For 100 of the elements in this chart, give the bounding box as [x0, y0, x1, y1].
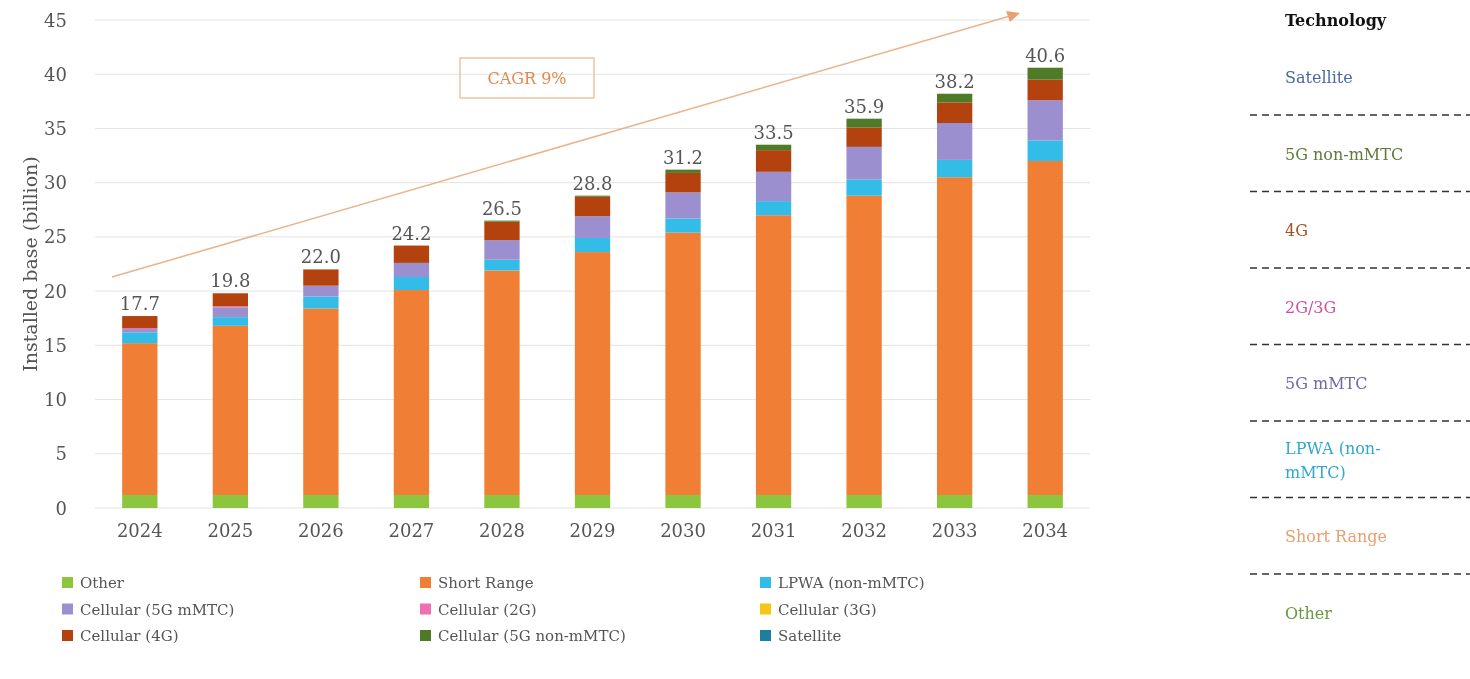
legend-label: Cellular (5G non-mMTC) — [438, 627, 626, 645]
bar — [846, 179, 882, 196]
bar — [212, 293, 249, 307]
bar — [755, 215, 792, 495]
y-tick-label: 40 — [44, 63, 67, 85]
bar — [846, 127, 882, 147]
bar — [936, 93, 973, 103]
bar — [484, 259, 520, 271]
legend-label: Cellular (4G) — [80, 627, 179, 645]
bar — [122, 343, 158, 495]
total-label: 24.2 — [391, 222, 432, 244]
bar — [846, 146, 882, 180]
bar — [212, 307, 249, 318]
bar — [574, 494, 611, 508]
bar — [936, 102, 973, 124]
bar — [665, 232, 701, 495]
bar — [393, 277, 430, 291]
legend-label: LPWA (non-mMTC) — [778, 574, 925, 592]
total-label: 22.0 — [300, 246, 341, 268]
x-tick-label: 2024 — [116, 519, 163, 541]
total-label: 33.5 — [753, 121, 794, 143]
bar — [1027, 160, 1063, 495]
x-tick-label: 2028 — [479, 519, 525, 541]
bar — [755, 494, 792, 508]
x-tick-label: 2026 — [297, 519, 344, 541]
y-tick-label: 10 — [44, 389, 67, 411]
bar — [393, 290, 430, 495]
legend-label: Cellular (3G) — [778, 600, 877, 619]
total-label: 28.8 — [572, 172, 613, 194]
y-tick-label: 35 — [44, 117, 67, 139]
bar — [665, 192, 701, 219]
x-tick-label: 2025 — [207, 519, 254, 541]
bar — [755, 144, 792, 151]
bar — [484, 494, 520, 508]
bar — [212, 494, 249, 508]
bar — [846, 494, 882, 508]
text: Short Range — [1285, 526, 1388, 546]
legend-label: Short Range — [438, 574, 534, 592]
bar — [1027, 67, 1063, 80]
bar — [393, 262, 430, 278]
text: 4G — [1285, 220, 1308, 240]
bar — [122, 494, 158, 508]
bar — [484, 240, 520, 260]
total-label: 26.5 — [481, 197, 522, 219]
y-tick-label: 20 — [44, 280, 67, 302]
bar — [212, 325, 249, 495]
bar — [484, 270, 520, 495]
text: Satellite — [1285, 67, 1353, 87]
total-label: 35.9 — [844, 95, 885, 117]
bar — [212, 317, 249, 326]
x-tick-label: 2030 — [660, 519, 706, 541]
bar — [665, 172, 701, 193]
text: 2G/3G — [1285, 297, 1337, 316]
x-tick-label: 2027 — [388, 519, 435, 541]
x-tick-label: 2033 — [931, 519, 978, 541]
y-tick-label: 5 — [55, 443, 67, 465]
bar — [122, 316, 158, 328]
bar — [755, 201, 792, 216]
total-label: 38.2 — [934, 70, 975, 92]
bar — [574, 216, 611, 238]
legend-label: Satellite — [778, 627, 842, 645]
bar — [393, 245, 430, 263]
bar — [574, 252, 611, 495]
y-tick-label: 45 — [44, 9, 67, 31]
bar — [755, 171, 792, 202]
total-label: 40.6 — [1025, 44, 1066, 66]
legend-label: Cellular (2G) — [438, 600, 537, 619]
bar — [574, 196, 611, 217]
bar — [122, 332, 158, 344]
x-tick-label: 2032 — [841, 519, 888, 541]
bar — [936, 494, 973, 508]
bar — [936, 123, 973, 160]
annotation: CAGR 9% — [487, 68, 567, 88]
bar — [303, 308, 339, 495]
text: LPWA (non-mMTC) — [1285, 438, 1381, 481]
total-label: 19.8 — [210, 270, 251, 292]
total-label: 31.2 — [663, 146, 704, 168]
bar — [1027, 100, 1063, 141]
total-label: 17.7 — [119, 293, 160, 315]
bar — [303, 494, 339, 508]
bar — [846, 118, 882, 128]
bar — [484, 221, 520, 241]
x-tick-label: 2029 — [569, 519, 616, 541]
text: 5G mMTC — [1285, 373, 1368, 393]
bar — [665, 169, 701, 173]
bar — [1027, 79, 1063, 101]
bar — [936, 159, 973, 178]
text: Technology — [1285, 10, 1387, 30]
bar — [574, 237, 611, 253]
bar — [303, 285, 339, 297]
y-tick-label: 30 — [44, 172, 67, 194]
y-tick-label: 0 — [55, 497, 67, 519]
bar — [665, 494, 701, 508]
y-tick-label: 15 — [44, 334, 67, 356]
bar — [1027, 140, 1063, 161]
x-tick-label: 2034 — [1022, 519, 1069, 541]
bar — [665, 218, 701, 233]
bar — [1027, 494, 1063, 508]
bar — [303, 269, 339, 286]
y-tick-label: 25 — [44, 226, 67, 248]
